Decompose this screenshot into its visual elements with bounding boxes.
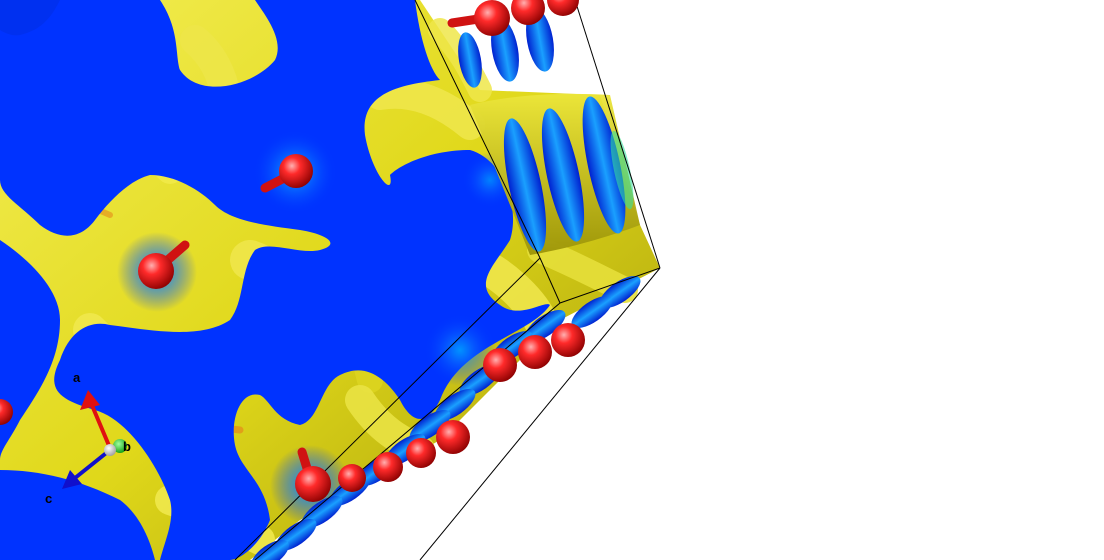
atom [474, 0, 510, 36]
isosurface-blue-region [0, 0, 550, 560]
atom [373, 452, 403, 482]
atom [338, 464, 366, 492]
axis-b-marker [113, 439, 127, 453]
atom [279, 154, 313, 188]
isosurface-blue-lobe-top-left [0, 0, 60, 36]
atom [511, 0, 545, 25]
atom [483, 348, 517, 382]
orientation-axes: a b c [45, 370, 131, 506]
atom [551, 323, 585, 357]
axis-c-label: c [45, 491, 52, 506]
atom [518, 335, 552, 369]
axis-a-arrowhead [80, 390, 100, 410]
atom [547, 0, 579, 16]
atom [436, 420, 470, 454]
isosurface-blue-lobe-left [0, 240, 60, 460]
axis-a-label: a [73, 370, 81, 385]
atom [295, 466, 331, 502]
atom [138, 253, 174, 289]
atoms [0, 0, 585, 502]
isosurface [0, 0, 660, 560]
axis-a-line [89, 401, 112, 450]
atom [0, 399, 13, 425]
unit-cell-outline [234, 0, 661, 560]
isosurface-blue-lobe-bottom-left [0, 470, 155, 560]
axis-b-label: b [123, 439, 131, 454]
disc-stack-upper-right [470, 93, 640, 255]
axis-origin [104, 444, 116, 456]
axis-c-arrowhead [62, 470, 82, 489]
atom [406, 438, 436, 468]
axis-c-line [73, 448, 112, 480]
